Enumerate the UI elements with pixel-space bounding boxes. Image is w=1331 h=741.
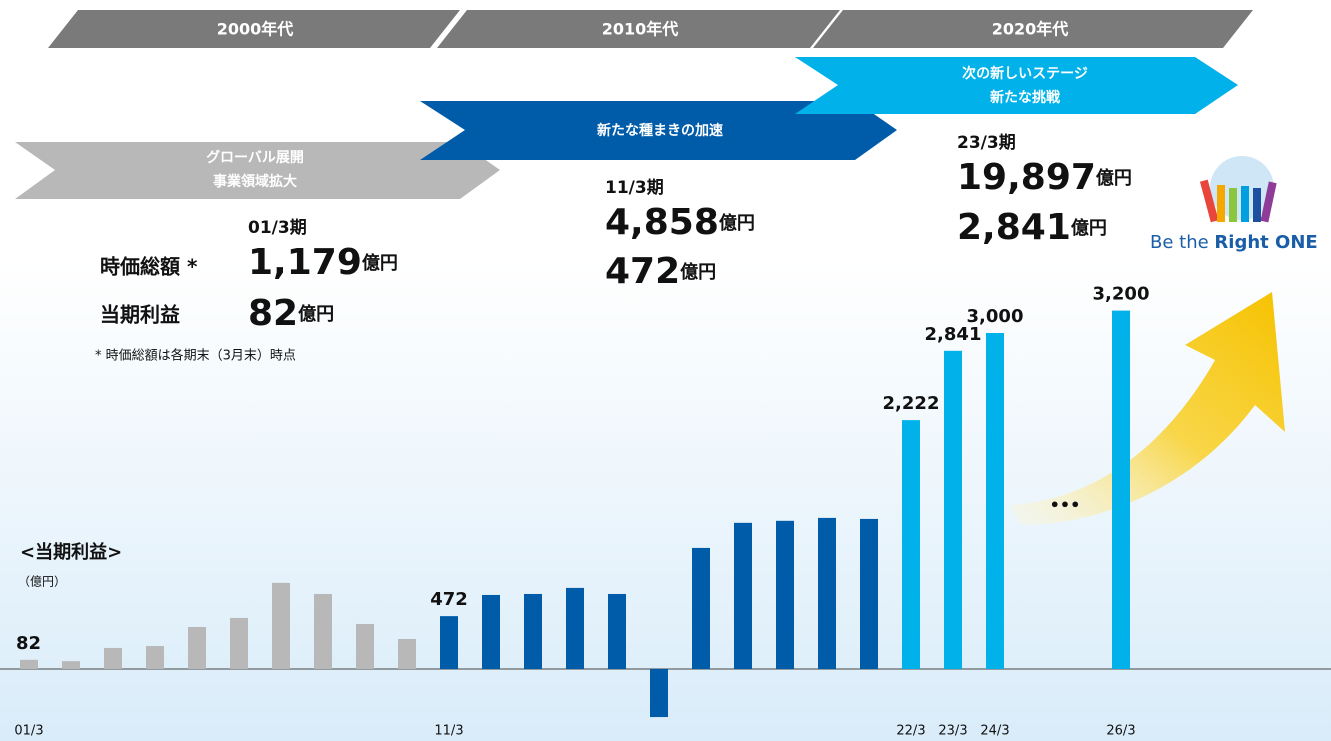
unit: 億円 — [362, 252, 398, 274]
value: 1,179 — [248, 242, 362, 283]
value-label: 3,200 — [1093, 284, 1150, 305]
bar — [902, 420, 920, 669]
bar — [818, 517, 836, 669]
logo-prefix: Be the — [1150, 232, 1209, 253]
stage-arrow — [795, 57, 1238, 114]
unit: 億円 — [298, 303, 334, 325]
bar — [272, 582, 290, 669]
bar — [692, 547, 710, 669]
unit: 億円 — [719, 212, 755, 234]
stage-label: 次の新しいステージ — [962, 65, 1088, 82]
period-label: 01/3期 — [248, 218, 307, 238]
bar — [776, 520, 794, 669]
profit: 82億円 — [248, 293, 334, 334]
chart-title: <当期利益> — [20, 541, 122, 563]
bar — [734, 522, 752, 669]
era-label: 2010年代 — [602, 20, 679, 39]
growth-arrow — [1010, 292, 1285, 525]
bar — [356, 623, 374, 669]
x-tick-label: 11/3 — [434, 724, 463, 739]
value-label: 472 — [430, 589, 468, 610]
value: 472 — [605, 251, 680, 292]
era-banner — [48, 10, 460, 48]
bar — [566, 587, 584, 669]
stage-arrow — [15, 142, 500, 199]
stage-label: 新たな種まきの加速 — [597, 122, 723, 139]
market-cap: 4,858億円 — [605, 202, 755, 243]
profit: 2,841億円 — [957, 207, 1107, 248]
bar — [944, 350, 962, 669]
stage-arrow — [420, 101, 897, 160]
profit: 472億円 — [605, 251, 716, 292]
bar — [482, 594, 500, 669]
bar — [524, 593, 542, 669]
bar — [986, 333, 1004, 669]
value: 4,858 — [605, 202, 719, 243]
era-label: 2020年代 — [992, 20, 1069, 39]
y-axis-label: （億円） — [18, 575, 66, 589]
bar — [608, 593, 626, 669]
x-tick-label: 22/3 — [896, 724, 925, 739]
stage-label: 新たな挑戦 — [990, 89, 1061, 106]
bar — [104, 647, 122, 669]
logo-mark — [1199, 156, 1277, 223]
market-cap: 1,179億円 — [248, 242, 398, 283]
era-banner — [437, 10, 840, 48]
x-tick-label: 24/3 — [980, 724, 1009, 739]
bar — [860, 518, 878, 669]
ellipsis: ••• — [1050, 496, 1081, 515]
bar — [146, 646, 164, 669]
bar — [650, 669, 668, 718]
unit: 億円 — [1071, 217, 1107, 239]
value: 2,841 — [957, 207, 1071, 248]
bar — [398, 638, 416, 669]
x-tick-label: 01/3 — [14, 724, 43, 739]
stage-label: 事業領域拡大 — [213, 173, 297, 190]
bar — [188, 627, 206, 669]
stage-label: グローバル展開 — [206, 149, 304, 166]
unit: 億円 — [1096, 167, 1132, 189]
logo-emphasis: Right ONE — [1214, 232, 1317, 253]
value-label: 2,841 — [925, 324, 982, 345]
period-label: 23/3期 — [957, 133, 1016, 153]
bar — [20, 659, 38, 669]
value-label: 3,000 — [967, 306, 1024, 327]
row-label: 時価総額 * — [100, 255, 198, 279]
bar — [440, 616, 458, 669]
footnote: * 時価総額は各期末（3月末）時点 — [95, 348, 296, 364]
bar — [230, 617, 248, 669]
value-label: 82 — [16, 633, 41, 654]
value: 19,897 — [957, 157, 1096, 198]
row-label: 当期利益 — [100, 303, 180, 327]
period-label: 11/3期 — [605, 178, 664, 198]
era-banner — [813, 10, 1253, 48]
era-label: 2000年代 — [217, 20, 294, 39]
x-tick-label: 23/3 — [938, 724, 967, 739]
bar — [62, 661, 80, 669]
bar — [314, 593, 332, 669]
value: 82 — [248, 293, 298, 334]
market-cap: 19,897億円 — [957, 157, 1132, 198]
x-tick-label: 26/3 — [1106, 724, 1135, 739]
unit: 億円 — [680, 261, 716, 283]
bar — [1112, 310, 1130, 669]
value-label: 2,222 — [883, 393, 940, 414]
logo-text: Be the Right ONE — [1150, 232, 1318, 253]
